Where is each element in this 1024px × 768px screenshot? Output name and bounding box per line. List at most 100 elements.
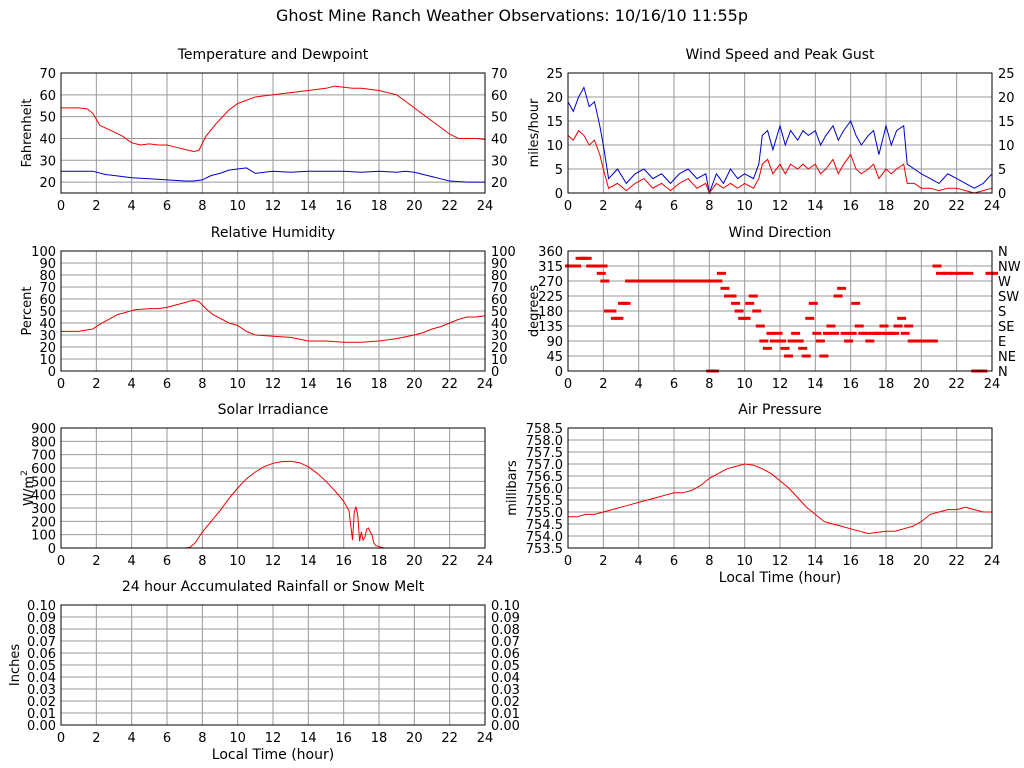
- y-tick-label: 0: [48, 542, 56, 557]
- x-tick-label: 10: [229, 199, 246, 214]
- x-tick-label: 14: [300, 199, 317, 214]
- direction-point: [928, 339, 938, 343]
- y-tick-label: 10: [39, 353, 56, 368]
- y-tick-label-right: 50: [491, 305, 508, 320]
- x-tick-label: 12: [265, 554, 282, 569]
- y-tick-label: 0.02: [27, 695, 56, 710]
- direction-point: [699, 279, 709, 283]
- x-tick-label: 0: [57, 199, 65, 214]
- x-tick-label: 24: [984, 554, 1001, 569]
- direction-point: [957, 271, 967, 275]
- chart-title: Air Pressure: [738, 402, 821, 418]
- y-tick-label: 80: [39, 269, 56, 284]
- chart-title: 24 hour Accumulated Rainfall or Snow Mel…: [122, 579, 425, 595]
- x-tick-label: 8: [198, 377, 206, 392]
- y-tick-label-right: 70: [491, 281, 508, 296]
- x-tick-label: 22: [948, 377, 965, 392]
- x-tick-label: 22: [441, 554, 458, 569]
- direction-point: [851, 301, 861, 305]
- y-tick-label-right: 100: [491, 245, 516, 260]
- direction-point: [840, 331, 850, 335]
- y-tick-label: 315: [538, 260, 563, 275]
- y-tick-label: 200: [31, 515, 56, 530]
- direction-point: [773, 331, 783, 335]
- page-title: Ghost Mine Ranch Weather Observations: 1…: [276, 6, 748, 25]
- y-axis-label: millibars: [505, 460, 520, 516]
- x-tick-label: 12: [772, 377, 789, 392]
- x-tick-label: 12: [265, 377, 282, 392]
- direction-point: [904, 324, 914, 328]
- x-tick-label: 16: [842, 199, 859, 214]
- y-tick-label: 10: [546, 139, 563, 154]
- x-tick-label: 18: [371, 199, 388, 214]
- y-tick-label: 135: [538, 320, 563, 335]
- grid: [60, 604, 486, 726]
- plot-frame: [60, 604, 486, 726]
- y-tick-label: 757.0: [526, 458, 563, 473]
- y-tick-label: 70: [39, 281, 56, 296]
- direction-point: [731, 301, 741, 305]
- y-tick-label: 20: [546, 91, 563, 106]
- x-tick-label: 20: [406, 377, 423, 392]
- x-tick-label: 12: [772, 554, 789, 569]
- y-axis-label: W/m2: [20, 470, 37, 506]
- x-tick-label: 18: [371, 377, 388, 392]
- x-tick-label: 24: [477, 554, 494, 569]
- grid: [567, 72, 993, 194]
- x-tick-label: 2: [599, 554, 607, 569]
- x-tick-label: 24: [984, 377, 1001, 392]
- x-tick-label: 10: [736, 199, 753, 214]
- y-axis-label: degrees: [527, 285, 542, 338]
- y-tick-label-right: 0.10: [491, 599, 520, 614]
- direction-point: [826, 324, 836, 328]
- x-tick-label: 20: [913, 199, 930, 214]
- direction-point: [769, 339, 779, 343]
- direction-point: [815, 339, 825, 343]
- x-tick-label: 14: [807, 554, 824, 569]
- x-tick-label: 14: [807, 199, 824, 214]
- right-axis-label: E: [998, 335, 1006, 350]
- y-tick-label: 0.03: [27, 683, 56, 698]
- direction-point: [755, 324, 765, 328]
- x-tick-label: 16: [335, 377, 352, 392]
- y-tick-label-right: 90: [491, 257, 508, 272]
- y-tick-label-right: 20: [491, 341, 508, 356]
- x-tick-label: 16: [842, 554, 859, 569]
- x-tick-label: 14: [300, 554, 317, 569]
- x-tick-label: 24: [477, 731, 494, 746]
- y-tick-label: 300: [31, 502, 56, 517]
- y-tick-label-right: 50: [491, 111, 508, 126]
- x-tick-label: 4: [128, 377, 136, 392]
- direction-point: [759, 339, 769, 343]
- y-tick-label-right: 20: [491, 176, 508, 191]
- y-tick-label: 0.01: [27, 707, 56, 722]
- y-tick-label: 270: [538, 275, 563, 290]
- x-tick-label: 24: [477, 199, 494, 214]
- x-tick-label: 0: [57, 731, 65, 746]
- y-tick-label: 100: [31, 529, 56, 544]
- y-tick-label: 5: [555, 163, 563, 178]
- y-tick-label-right: 0.01: [491, 707, 520, 722]
- x-tick-label: 0: [564, 377, 572, 392]
- y-tick-label: 100: [31, 245, 56, 260]
- direction-point: [798, 346, 808, 350]
- direction-point: [794, 339, 804, 343]
- y-tick-label-right: 0.06: [491, 647, 520, 662]
- y-tick-label: 0.10: [27, 599, 56, 614]
- direction-point: [847, 331, 857, 335]
- x-tick-label: 16: [842, 377, 859, 392]
- direction-point: [734, 309, 744, 313]
- right-axis-label: SE: [998, 320, 1014, 335]
- x-tick-label: 22: [948, 554, 965, 569]
- x-tick-label: 22: [441, 377, 458, 392]
- direction-point: [716, 271, 726, 275]
- direction-point: [780, 346, 790, 350]
- x-tick-label: 18: [371, 554, 388, 569]
- x-tick-label: 14: [807, 377, 824, 392]
- y-tick-label: 90: [39, 257, 56, 272]
- y-tick-label: 30: [39, 329, 56, 344]
- chart-title: Solar Irradiance: [218, 402, 329, 418]
